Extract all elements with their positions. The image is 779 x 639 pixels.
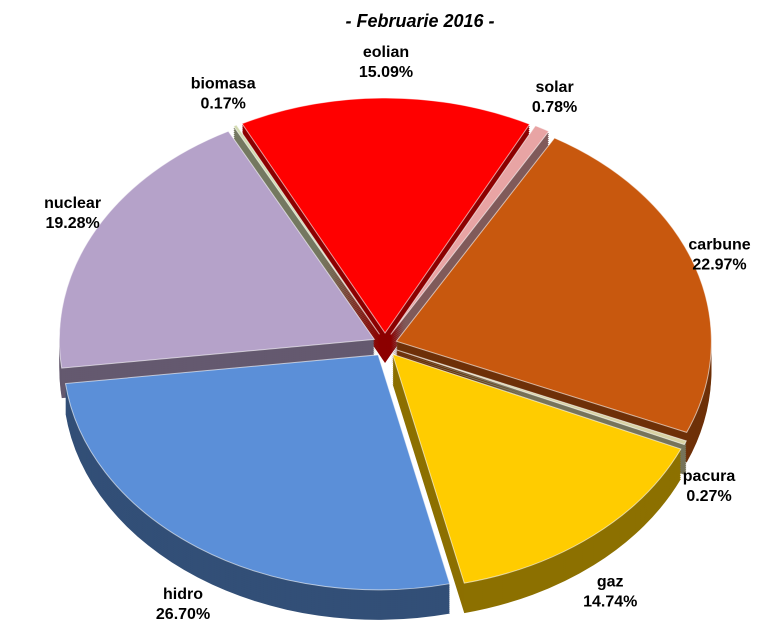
slice-value-label: 0.17% [200, 96, 245, 113]
slice-top [391, 353, 682, 584]
slice-label: carbune [688, 237, 750, 254]
slice-label: biomasa [191, 76, 256, 93]
slice-label: solar [535, 79, 573, 96]
slice-top [232, 124, 380, 335]
slice-side [396, 351, 687, 447]
slice-label: gaz [597, 573, 624, 590]
slice-side [396, 353, 687, 449]
slice-side [233, 128, 380, 339]
slice-label: eolian [363, 44, 409, 61]
slice-side [233, 130, 380, 341]
slice-top [390, 125, 550, 335]
chart-subtitle: - Februarie 2016 - [345, 11, 494, 31]
slice-value-label: 0.78% [532, 99, 577, 116]
slice [391, 353, 682, 614]
slice-top [241, 97, 531, 334]
slice-value-label: 0.27% [686, 488, 731, 505]
slice [64, 354, 451, 620]
slice-top [395, 137, 712, 433]
slice-value-label: 19.28% [45, 215, 99, 232]
slice-side [233, 134, 380, 345]
slice-label: nuclear [44, 195, 101, 212]
slice-label: pacura [683, 468, 736, 485]
slice [241, 97, 531, 364]
slice-value-label: 15.09% [359, 64, 413, 81]
slice-top [395, 349, 688, 446]
slice-label: hidro [163, 586, 203, 603]
slice-value-label: 26.70% [156, 606, 210, 623]
slice-side [233, 132, 380, 343]
slice-value-label: 14.74% [583, 593, 637, 610]
slice [58, 130, 376, 399]
slice-side [233, 126, 380, 337]
slice-top [64, 354, 451, 591]
slice-value-label: 22.97% [692, 257, 746, 274]
slice-top [58, 130, 376, 369]
